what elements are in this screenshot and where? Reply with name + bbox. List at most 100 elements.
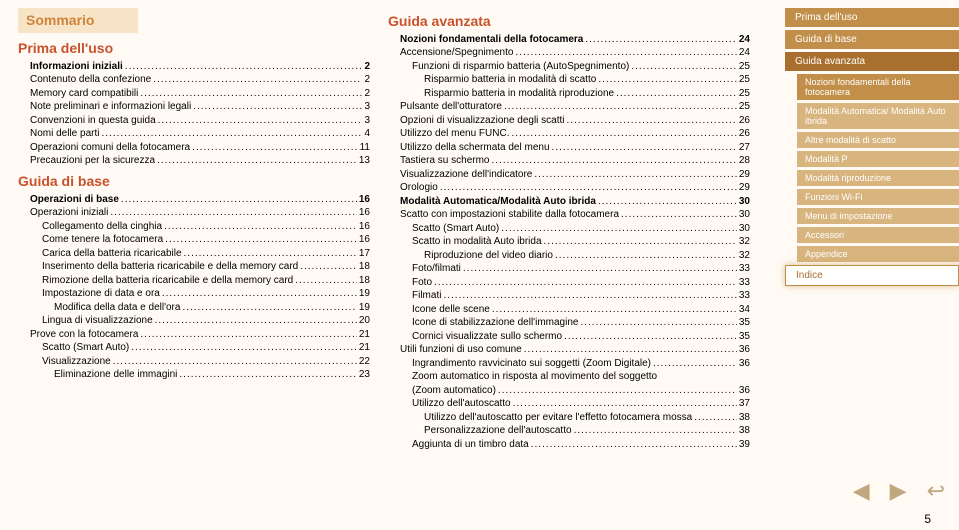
leader-dots — [513, 397, 737, 411]
back-icon[interactable]: ↩ — [927, 478, 945, 504]
toc-entry-page: 20 — [359, 314, 370, 328]
toc-entry[interactable]: Utilizzo della schermata del menu27 — [400, 141, 750, 155]
nav-item[interactable]: Modalità riproduzione — [797, 170, 959, 186]
prev-page-icon[interactable]: ◀ — [853, 478, 870, 504]
toc-entry-page: 26 — [739, 114, 750, 128]
toc-entry-page: 38 — [739, 411, 750, 425]
toc-entry[interactable]: Pulsante dell'otturatore25 — [400, 100, 750, 114]
toc-entry-label: Utilizzo del menu FUNC. — [400, 127, 509, 141]
toc-entry[interactable]: Personalizzazione dell'autoscatto38 — [424, 424, 750, 438]
toc-entry[interactable]: Modalità Automatica/Modalità Auto ibrida… — [400, 195, 750, 209]
toc-entry[interactable]: Come tenere la fotocamera16 — [42, 233, 370, 247]
toc-entry[interactable]: Operazioni iniziali16 — [30, 206, 370, 220]
toc-entry-label: (Zoom automatico) — [412, 384, 496, 398]
toc-entry[interactable]: Utilizzo dell'autoscatto37 — [412, 397, 750, 411]
toc-entry[interactable]: Utilizzo del menu FUNC.26 — [400, 127, 750, 141]
toc-entry-label: Risparmio batteria in modalità di scatto — [424, 73, 596, 87]
toc-entry[interactable]: Funzioni di risparmio batteria (AutoSpeg… — [412, 60, 750, 74]
toc-entry-page: 19 — [359, 287, 370, 301]
toc-entry-label: Accensione/Spegnimento — [400, 46, 513, 60]
nav-item[interactable]: Guida di base — [785, 30, 959, 49]
nav-item[interactable]: Prima dell'uso — [785, 8, 959, 27]
leader-dots — [164, 220, 357, 234]
toc-entry-label: Cornici visualizzate sullo schermo — [412, 330, 562, 344]
toc-entry[interactable]: Nomi delle parti4 — [30, 127, 370, 141]
toc-entry-page: 18 — [359, 260, 370, 274]
toc-entry[interactable]: Scatto (Smart Auto)21 — [42, 341, 370, 355]
toc-entry[interactable]: Utilizzo dell'autoscatto per evitare l'e… — [424, 411, 750, 425]
toc-entry[interactable]: Convenzioni in questa guida3 — [30, 114, 370, 128]
toc-entry[interactable]: Rimozione della batteria ricaricabile e … — [42, 274, 370, 288]
nav-item[interactable]: Menu di impostazione — [797, 208, 959, 224]
toc-entry[interactable]: Lingua di visualizzazione20 — [42, 314, 370, 328]
toc-entry[interactable]: Modifica della data e dell'ora19 — [54, 301, 370, 315]
toc-entry[interactable]: Eliminazione delle immagini23 — [54, 368, 370, 382]
toc-entry[interactable]: Cornici visualizzate sullo schermo35 — [412, 330, 750, 344]
toc-entry[interactable]: Tastiera su schermo28 — [400, 154, 750, 168]
toc-entry[interactable]: Icone di stabilizzazione dell'immagine 35 — [412, 316, 750, 330]
toc-entry-page: 17 — [359, 247, 370, 261]
toc-entry-page: 3 — [364, 100, 370, 114]
toc-entry[interactable]: Inserimento della batteria ricaricabile … — [42, 260, 370, 274]
nav-item[interactable]: Appendice — [797, 246, 959, 262]
toc-entry[interactable]: Aggiunta di un timbro data39 — [412, 438, 750, 452]
toc-entry[interactable]: Riproduzione del video diario32 — [424, 249, 750, 263]
toc-entry[interactable]: Scatto in modalità Auto ibrida32 — [412, 235, 750, 249]
toc-entry[interactable]: Note preliminari e informazioni legali3 — [30, 100, 370, 114]
toc-entry[interactable]: Zoom automatico in risposta al movimento… — [412, 370, 750, 384]
toc-entry[interactable]: Operazioni comuni della fotocamera11 — [30, 141, 370, 155]
toc-entry[interactable]: Filmati33 — [412, 289, 750, 303]
toc-entry[interactable]: Icone delle scene34 — [412, 303, 750, 317]
toc-entry[interactable]: Visualizzazione dell'indicatore29 — [400, 168, 750, 182]
toc-entry[interactable]: Foto33 — [412, 276, 750, 290]
toc-entry-label: Icone di stabilizzazione dell'immagine — [412, 316, 578, 330]
toc-entry[interactable]: Memory card compatibili2 — [30, 87, 370, 101]
toc-entry[interactable]: Scatto con impostazioni stabilite dalla … — [400, 208, 750, 222]
nav-item[interactable]: Funzioni Wi-Fi — [797, 189, 959, 205]
nav-item[interactable]: Altre modalità di scatto — [797, 132, 959, 148]
toc-entry-label: Opzioni di visualizzazione degli scatti — [400, 114, 565, 128]
toc-entry[interactable]: (Zoom automatico)36 — [412, 384, 750, 398]
toc-entry-label: Scatto (Smart Auto) — [42, 341, 129, 355]
toc-entry[interactable]: Scatto (Smart Auto)30 — [412, 222, 750, 236]
toc-entry[interactable]: Operazioni di base16 — [30, 193, 370, 207]
section-heading: Prima dell'uso — [18, 39, 370, 58]
leader-dots — [585, 33, 737, 47]
toc-entry-page: 29 — [739, 181, 750, 195]
toc-entry[interactable]: Ingrandimento ravvicinato sui soggetti (… — [412, 357, 750, 371]
toc-entry[interactable]: Foto/filmati33 — [412, 262, 750, 276]
leader-dots — [616, 87, 737, 101]
toc-entry-label: Nomi delle parti — [30, 127, 99, 141]
toc-entry-page: 16 — [359, 193, 370, 207]
toc-entry[interactable]: Precauzioni per la sicurezza13 — [30, 154, 370, 168]
toc-entry[interactable]: Collegamento della cinghia16 — [42, 220, 370, 234]
toc-entry[interactable]: Informazioni iniziali2 — [30, 60, 370, 74]
leader-dots — [567, 114, 737, 128]
toc-entry-page: 3 — [364, 114, 370, 128]
next-page-icon[interactable]: ▶ — [890, 478, 907, 504]
toc-entry[interactable]: Accensione/Spegnimento24 — [400, 46, 750, 60]
toc-entry-page: 35 — [739, 316, 750, 330]
toc-entry-label: Personalizzazione dell'autoscatto — [424, 424, 572, 438]
toc-entry[interactable]: Contenuto della confezione2 — [30, 73, 370, 87]
nav-item[interactable]: Modalità Automatica/ Modalità Auto ibrid… — [797, 103, 959, 129]
toc-entry[interactable]: Orologio29 — [400, 181, 750, 195]
nav-item[interactable]: Modalità P — [797, 151, 959, 167]
nav-item[interactable]: Nozioni fondamentali della fotocamera — [797, 74, 959, 100]
toc-entry[interactable]: Risparmio batteria in modalità riproduzi… — [424, 87, 750, 101]
nav-item[interactable]: Accessori — [797, 227, 959, 243]
toc-entry[interactable]: Carica della batteria ricaricabile17 — [42, 247, 370, 261]
nav-item[interactable]: Indice — [785, 265, 959, 286]
toc-entry[interactable]: Prove con la fotocamera21 — [30, 328, 370, 342]
nav-item[interactable]: Guida avanzata — [785, 52, 959, 71]
toc-entry[interactable]: Visualizzazione22 — [42, 355, 370, 369]
toc-entry[interactable]: Opzioni di visualizzazione degli scatti 2… — [400, 114, 750, 128]
toc-entry[interactable]: Nozioni fondamentali della fotocamera24 — [400, 33, 750, 47]
page-number: 5 — [924, 512, 931, 526]
toc-entry-page: 30 — [739, 208, 750, 222]
toc-entry[interactable]: Risparmio batteria in modalità di scatto… — [424, 73, 750, 87]
toc-entry[interactable]: Impostazione di data e ora19 — [42, 287, 370, 301]
toc-entry-page: 30 — [739, 195, 750, 209]
toc-entry-page: 27 — [739, 141, 750, 155]
toc-entry[interactable]: Utili funzioni di uso comune36 — [400, 343, 750, 357]
